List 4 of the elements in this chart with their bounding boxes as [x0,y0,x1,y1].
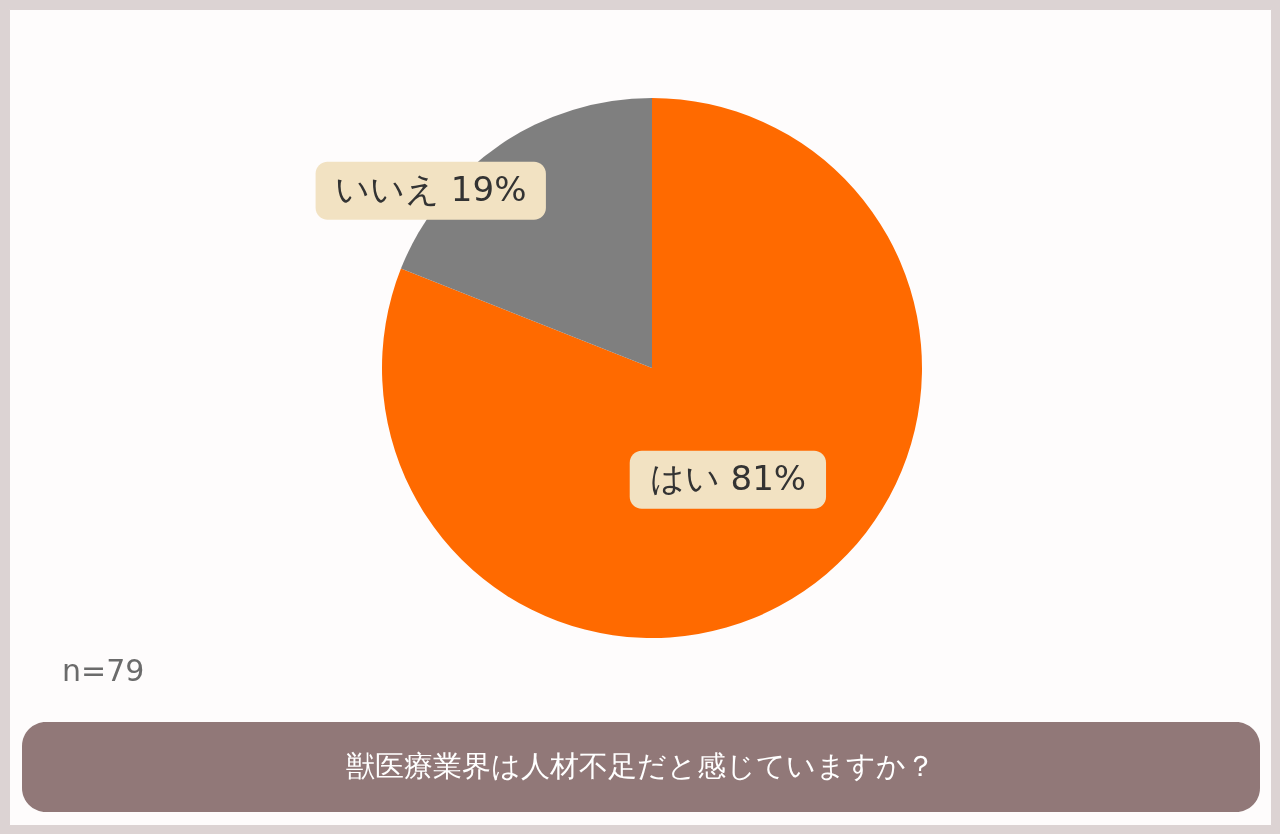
slice-label: はい 81% [649,457,807,498]
slice-label: いいえ 19% [335,168,527,209]
text: 獣医療業界は人材不足だと感じていますか？ [345,749,935,783]
text: n=79 [62,653,145,688]
